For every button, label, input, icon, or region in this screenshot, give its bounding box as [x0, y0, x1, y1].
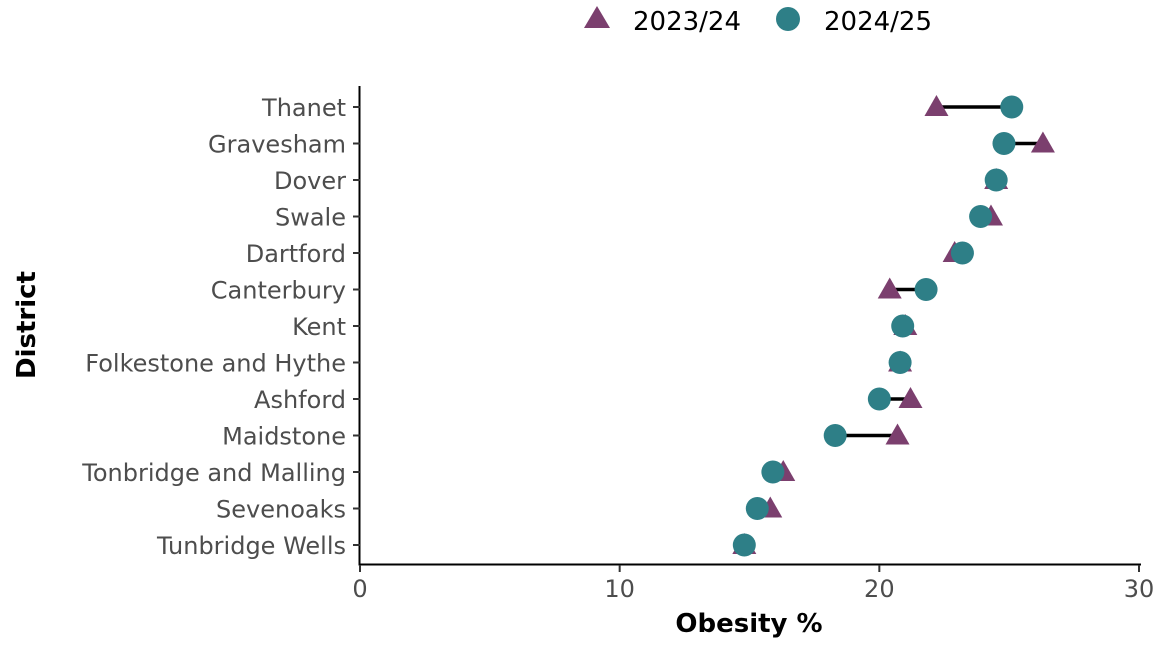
legend-marker-2024-25: [776, 7, 800, 31]
point-2024-25-dover: [984, 168, 1008, 192]
legend-marker-2023-24: [584, 6, 610, 28]
point-2024-25-folkestone-and-hythe: [888, 351, 912, 374]
y-tick-label-sevenoaks: Sevenoaks: [216, 496, 346, 524]
point-2024-25-maidstone: [823, 424, 847, 447]
y-tick-label-ashford: Ashford: [254, 386, 346, 414]
point-2024-25-thanet: [1000, 95, 1024, 119]
legend-label-2024-25: 2024/25: [824, 7, 932, 37]
point-2024-25-tunbridge-wells: [732, 533, 756, 557]
point-2023-24-gravesham: [1030, 131, 1055, 153]
point-2023-24-maidstone: [885, 423, 910, 445]
y-tick-label-tonbridge-and-malling: Tonbridge and Malling: [81, 459, 346, 487]
y-ticks: Thanet Gravesham Dover Swale Dartford Canterb…: [81, 94, 360, 560]
x-tick-label-10: 10: [604, 575, 635, 603]
point-2024-25-tonbridge-and-malling: [761, 460, 785, 484]
x-ticks: 0 10 20 30: [352, 565, 1154, 603]
y-tick-label-dartford: Dartford: [246, 240, 346, 268]
y-tick-label-kent: Kent: [292, 313, 346, 341]
y-tick-label-maidstone: Maidstone: [222, 423, 346, 451]
point-2024-25-sevenoaks: [745, 497, 769, 520]
y-tick-label-folkestone-and-hythe: Folkestone and Hythe: [85, 350, 346, 378]
x-axis-title: Obesity %: [675, 609, 822, 639]
point-2024-25-canterbury: [914, 278, 938, 301]
axes: [358, 86, 1141, 566]
point-2024-25-swale: [969, 205, 993, 228]
points: [732, 95, 1055, 557]
y-tick-label-gravesham: Gravesham: [208, 131, 346, 159]
legend: 2023/24 2024/25: [584, 6, 932, 37]
point-2024-25-gravesham: [992, 132, 1016, 155]
y-tick-label-thanet: Thanet: [261, 94, 346, 122]
point-2024-25-ashford: [867, 387, 891, 411]
x-tick-label-0: 0: [352, 575, 367, 603]
point-2024-25-dartford: [950, 241, 974, 265]
y-tick-label-swale: Swale: [275, 204, 346, 232]
x-tick-label-30: 30: [1124, 575, 1155, 603]
x-tick-label-20: 20: [864, 575, 895, 603]
legend-label-2023-24: 2023/24: [633, 7, 741, 37]
point-2024-25-kent: [891, 314, 915, 338]
y-axis-title: District: [12, 271, 42, 379]
y-tick-label-dover: Dover: [274, 167, 346, 195]
y-tick-label-canterbury: Canterbury: [211, 277, 346, 305]
point-2023-24-canterbury: [877, 277, 902, 299]
point-2023-24-ashford: [898, 387, 923, 408]
y-tick-label-tunbridge-wells: Tunbridge Wells: [156, 532, 346, 560]
point-2023-24-thanet: [924, 95, 949, 116]
